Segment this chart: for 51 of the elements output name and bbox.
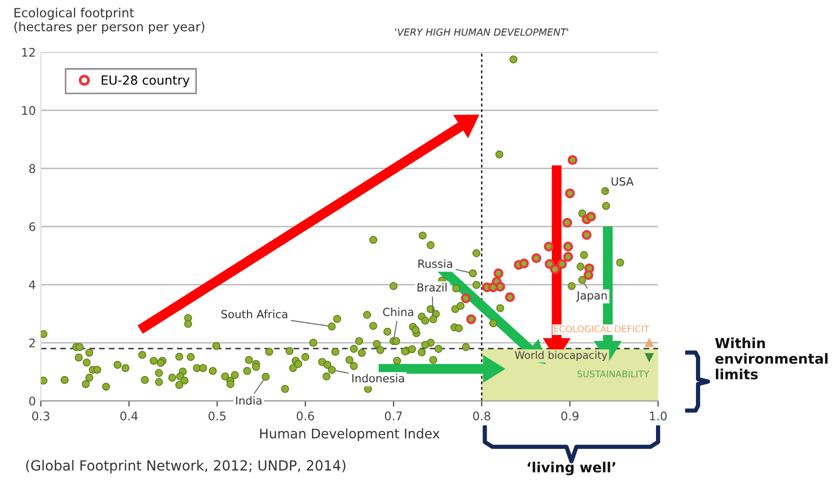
annotation: South Africa [221, 310, 288, 318]
annotation: Indonesia [352, 374, 404, 382]
annotation: Japan [576, 291, 607, 302]
point [564, 188, 575, 198]
point [550, 264, 560, 274]
annotation: Brazil [418, 283, 447, 292]
x-tick-label: 1.0 [650, 412, 667, 420]
point [586, 212, 596, 222]
point [563, 242, 574, 252]
y-tick-label: 0 [29, 396, 36, 406]
x-tick-label: 0.7 [384, 412, 402, 420]
y-axis-title: Ecological footprint (hectares per person per year) [14, 8, 204, 34]
point [531, 253, 542, 264]
text: Within environmental limits [715, 338, 828, 380]
point [562, 218, 572, 228]
x-tick-label: 0.9 [561, 412, 578, 420]
point [494, 268, 504, 278]
annotation: India [236, 396, 262, 405]
ref-line-label: World biocapacity [514, 350, 608, 361]
text: ‘living well’ [528, 462, 616, 476]
point [460, 293, 471, 304]
point [488, 282, 498, 292]
point [582, 230, 592, 240]
y-tick-label: 2 [29, 338, 35, 348]
text: (Global Footprint Network, 2012; UNDP, 2014) [26, 460, 346, 474]
annotation: China [383, 308, 414, 316]
legend-label: EU-28 country [102, 75, 190, 88]
annotation: Russia [418, 259, 452, 268]
annotation: USA [612, 177, 634, 186]
point [563, 252, 574, 262]
ref-line-label: 'VERY HIGH HUMAN DEVELOPMENT' [395, 28, 568, 36]
x-tick-label: 0.3 [32, 412, 50, 420]
x-tick-label: 0.6 [296, 412, 314, 420]
point [568, 155, 578, 165]
annotation: ECOLOGICAL DEFICIT [554, 325, 650, 332]
y-tick-label: 6 [29, 222, 36, 232]
point [557, 259, 567, 269]
x-axis-title: Human Development Index [260, 428, 440, 442]
point [583, 270, 594, 280]
x-tick-label: 0.5 [208, 412, 226, 420]
annotation: SUSTAINABILITY [578, 370, 650, 378]
y-tick-label: 4 [29, 280, 36, 290]
x-tick-label: 0.4 [120, 412, 138, 420]
x-tick-label: 0.8 [473, 412, 490, 420]
point [544, 242, 554, 252]
point [519, 258, 529, 268]
y-tick-label: 12 [22, 48, 35, 57]
y-tick-label: 10 [22, 106, 36, 115]
point [466, 314, 476, 324]
y-tick-label: 8 [29, 164, 36, 174]
point [505, 292, 515, 302]
